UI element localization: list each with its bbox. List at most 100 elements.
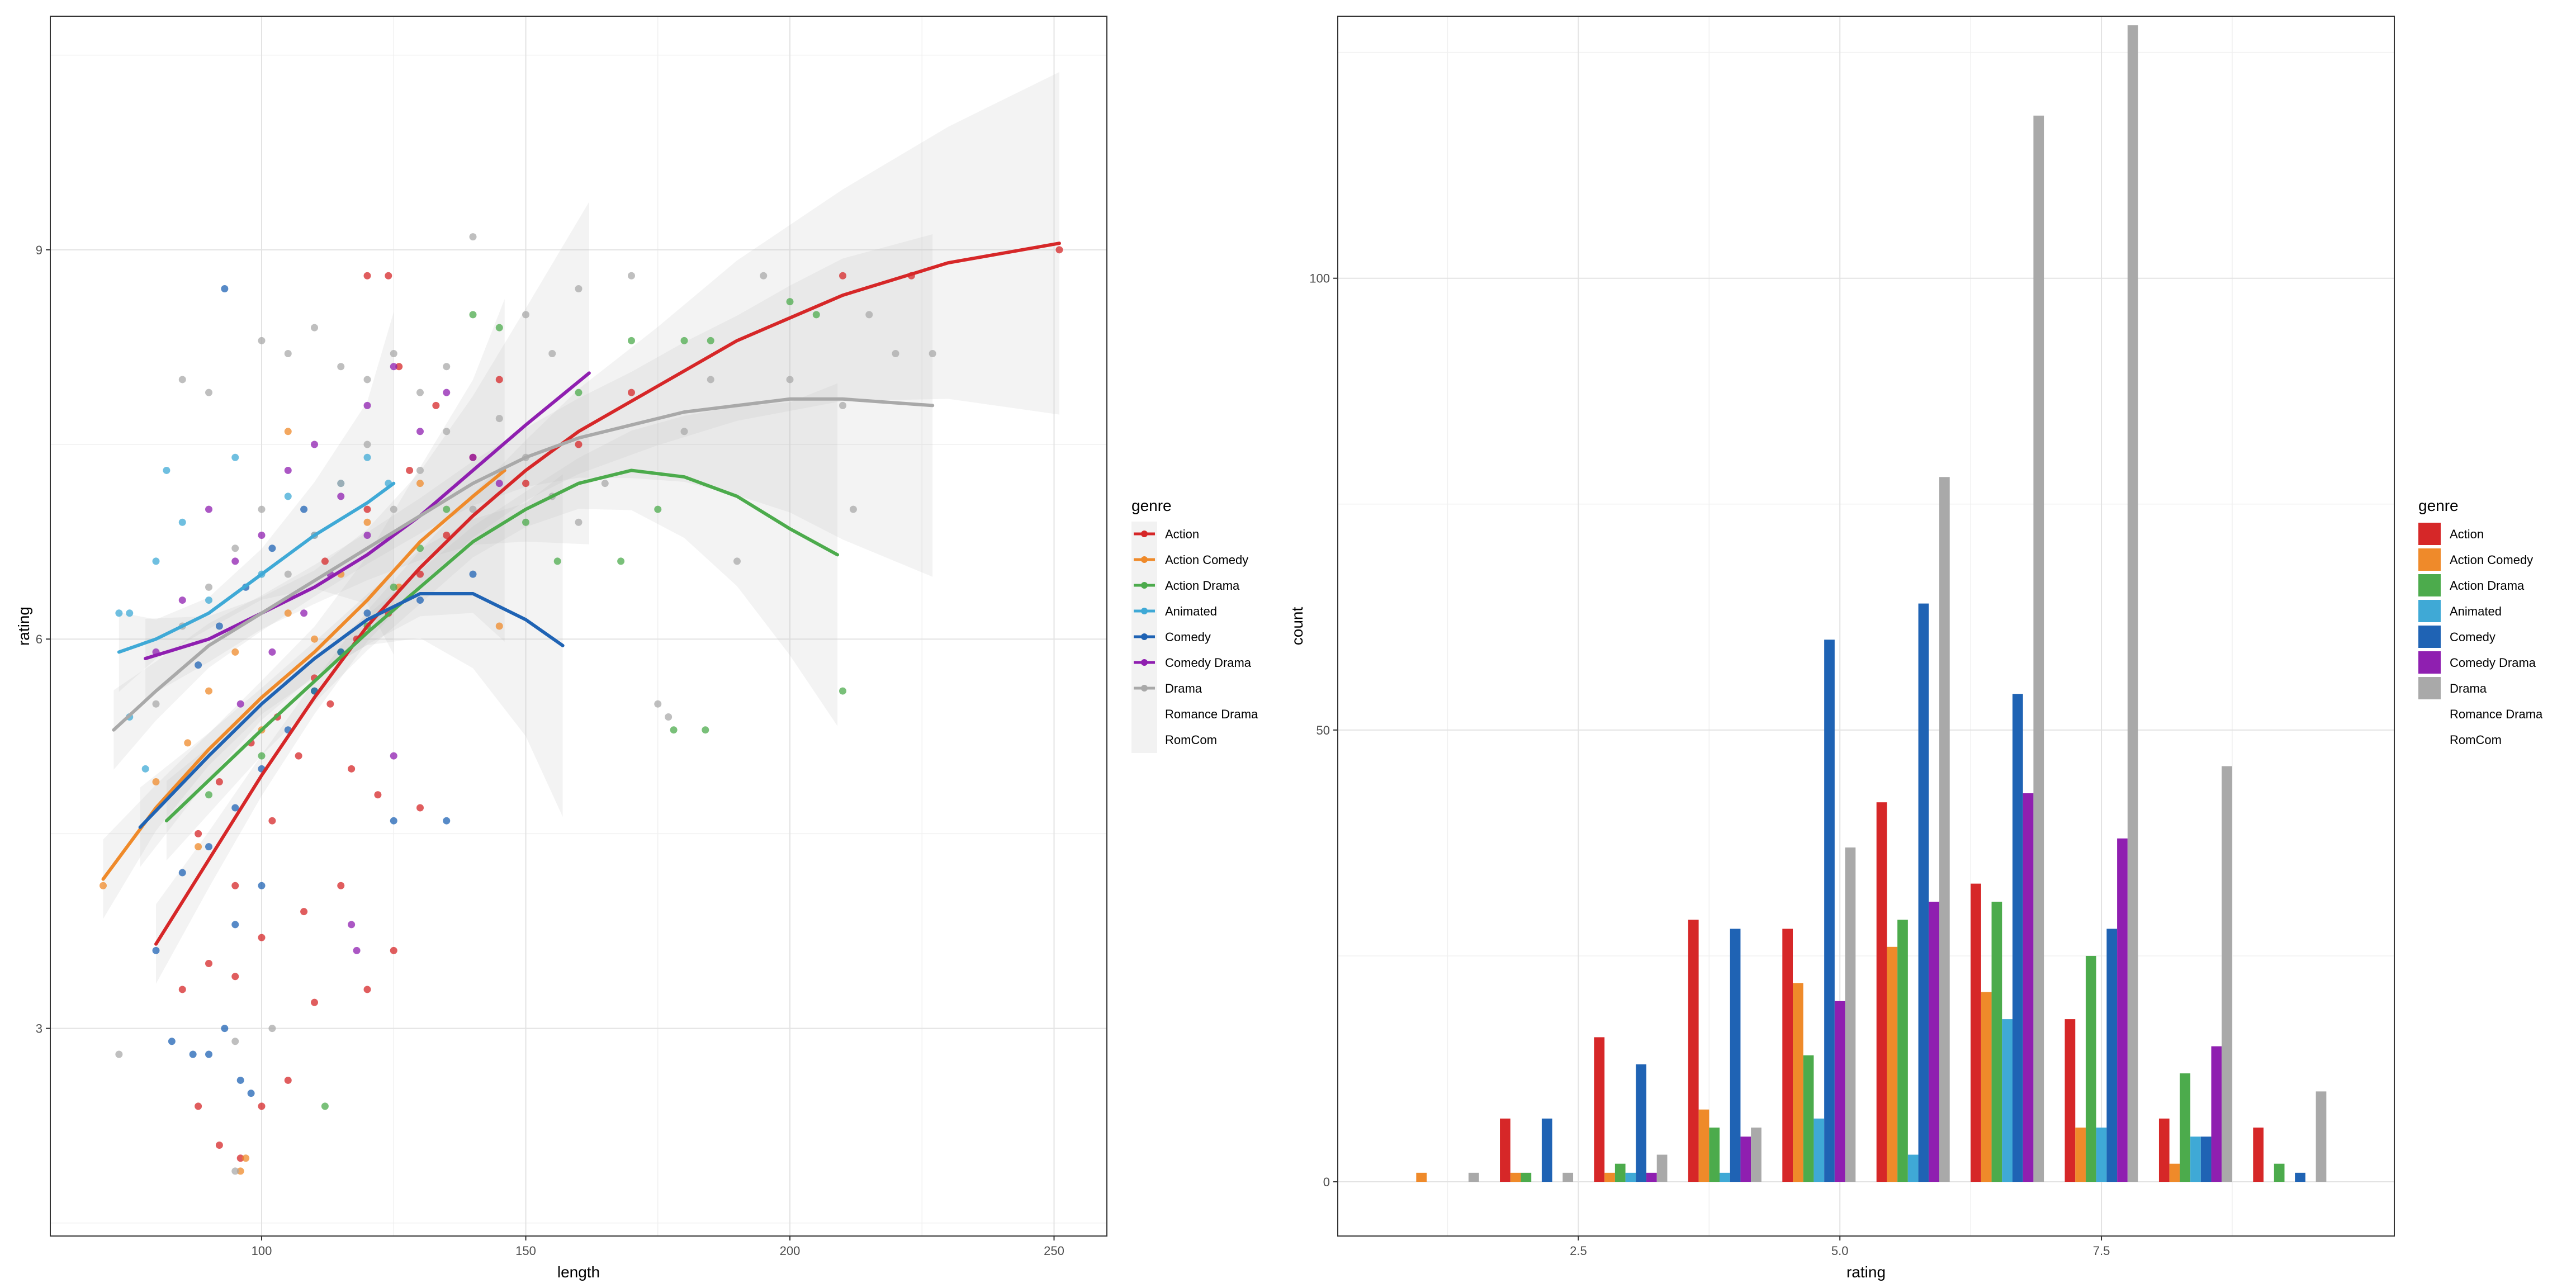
point-action	[311, 998, 318, 1006]
point-drama	[495, 415, 503, 423]
x-tick-label: 150	[515, 1244, 536, 1258]
point-action	[231, 973, 239, 981]
histogram-axis-ticks: 2.5 5.0 7.5 0 50 100	[1309, 272, 2110, 1258]
scatter-y-axis-title: rating	[15, 607, 32, 646]
point-drama	[152, 700, 160, 708]
point-action	[363, 505, 371, 513]
bar-action-drama	[1991, 901, 2002, 1182]
point-drama	[178, 376, 186, 383]
point-comedy-drama	[178, 596, 186, 604]
scatter-axis-ticks: 100 150 200 250 3 6 9	[36, 243, 1064, 1258]
bar-action-comedy	[1981, 992, 1992, 1182]
point-action-comedy	[184, 739, 192, 747]
point-comedy-drama	[258, 532, 266, 539]
bar-comedy	[1918, 603, 1929, 1182]
point-drama	[231, 544, 239, 552]
point-comedy	[189, 1050, 197, 1058]
point-action	[284, 1076, 292, 1084]
scatter-panel: 100 150 200 250 3 6 9 length rating	[15, 16, 1107, 1281]
point-drama	[680, 428, 688, 435]
bar-drama	[1751, 1128, 1761, 1182]
point-comedy-drama	[348, 921, 356, 929]
legend-label: Action Drama	[2450, 579, 2525, 593]
point-drama	[311, 324, 318, 332]
point-animated	[363, 453, 371, 461]
histogram-legend-title: genre	[2418, 497, 2459, 514]
point-comedy-drama	[231, 557, 239, 565]
point-action	[321, 557, 329, 565]
bar-action-drama	[1614, 1163, 1626, 1182]
smooth-line-comedy	[138, 591, 565, 829]
legend-key-swatch	[2418, 548, 2441, 571]
point-action-drama	[786, 298, 794, 306]
point-drama	[548, 350, 556, 358]
bar-comedy-drama	[1740, 1137, 1751, 1182]
point-action-drama	[321, 1102, 329, 1110]
point-drama	[839, 401, 846, 409]
point-animated	[126, 609, 134, 617]
bar-drama	[1845, 847, 1856, 1182]
legend-item-comedy: Comedy	[1131, 624, 1211, 650]
histogram-y-axis-title: count	[1289, 607, 1306, 646]
bar-action	[2158, 1118, 2170, 1182]
point-comedy	[363, 609, 371, 617]
point-action-drama	[443, 505, 451, 513]
point-action-drama	[654, 505, 662, 513]
point-action	[300, 908, 308, 916]
point-action-drama	[702, 726, 709, 734]
legend-key-swatch	[2418, 677, 2441, 699]
legend-label: Action	[1165, 527, 1199, 541]
point-animated	[205, 596, 212, 604]
bar-action-drama	[2274, 1163, 2285, 1182]
bar-action-comedy	[1416, 1172, 1427, 1182]
point-comedy-drama	[353, 946, 361, 954]
point-comedy	[236, 1076, 244, 1084]
bar-drama	[1468, 1172, 1479, 1182]
bar-action-drama	[2085, 955, 2096, 1182]
point-action	[839, 272, 846, 280]
legend-key-point	[1141, 608, 1148, 614]
scatter-legend: genre Action Action Comedy Action Drama Ani…	[1131, 497, 1258, 753]
point-action	[258, 1102, 266, 1110]
legend-key-point	[1141, 582, 1148, 589]
point-comedy	[268, 544, 276, 552]
confidence-band-drama	[113, 234, 933, 770]
point-comedy-drama	[205, 505, 212, 513]
legend-item-comedy-drama: Comedy Drama	[1131, 650, 1252, 676]
point-drama	[284, 570, 292, 578]
legend-label: Comedy Drama	[2450, 656, 2536, 670]
x-tick-label: 5.0	[1831, 1244, 1849, 1258]
point-action	[395, 363, 403, 371]
bar-action	[2064, 1019, 2076, 1182]
bar-action-drama	[2180, 1073, 2191, 1182]
point-drama	[575, 518, 583, 526]
point-action-comedy	[236, 1167, 244, 1175]
legend-item-action-drama: Action Drama	[1131, 573, 1240, 599]
point-action	[231, 882, 239, 889]
point-action	[363, 272, 371, 280]
smooth-line-action-drama	[164, 468, 840, 823]
legend-item-romance-drama: Romance Drama	[2450, 707, 2543, 721]
legend-label: RomCom	[1165, 733, 1217, 747]
bar-animated	[1720, 1172, 1730, 1182]
bar-action	[1500, 1118, 1510, 1182]
point-comedy	[215, 622, 223, 630]
histogram-legend: genre Action Action Comedy Action Drama Ani…	[2418, 497, 2543, 747]
legend-label: Comedy	[2450, 630, 2496, 644]
legend-item-comedy-drama: Comedy Drama	[2418, 651, 2536, 674]
x-tick-label: 7.5	[2093, 1244, 2110, 1258]
histogram-bars	[1416, 25, 2327, 1182]
point-animated	[152, 557, 160, 565]
y-tick-label: 6	[36, 632, 42, 646]
point-comedy	[390, 817, 397, 825]
point-drama	[469, 233, 477, 241]
point-drama	[115, 1050, 123, 1058]
point-comedy	[300, 505, 308, 513]
point-action-drama	[707, 337, 714, 344]
bar-animated	[2096, 1128, 2107, 1182]
point-action	[215, 1142, 223, 1149]
point-action	[432, 401, 440, 409]
point-drama	[268, 1025, 276, 1033]
point-comedy-drama	[363, 532, 371, 539]
legend-item-action-drama: Action Drama	[2418, 574, 2525, 596]
